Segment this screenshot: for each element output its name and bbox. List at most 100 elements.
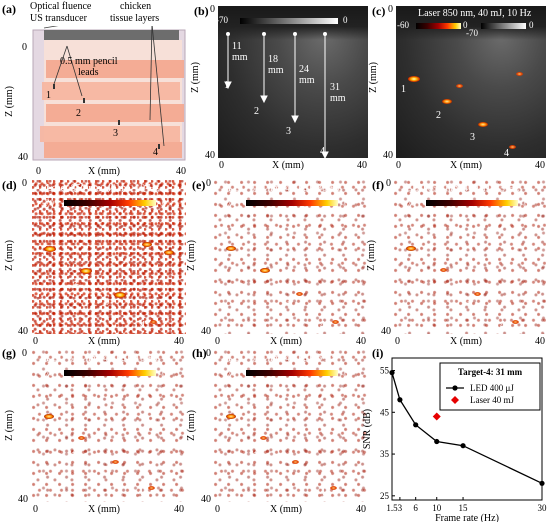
x-axis-label: X (mm) (450, 336, 482, 347)
y-tick-40: 40 (18, 326, 28, 337)
x-tick-0: 0 (395, 336, 400, 347)
target-spot-3 (478, 122, 488, 127)
y-tick-0: 0 (22, 42, 27, 53)
y-tick-label: 35 (380, 449, 390, 459)
data-point (434, 438, 440, 445)
x-tick-label: 10 (432, 503, 442, 513)
colorbar-max: 0 (524, 198, 529, 208)
panel-label: (g) (2, 346, 16, 360)
y-axis-label: Z (mm) (189, 62, 201, 93)
image-title: Laser 850 nm, 40 mJ, 10 Hz (418, 8, 532, 19)
colorbar-max: 0 (344, 198, 349, 208)
y-axis-label: Z (mm) (3, 240, 15, 271)
depth-unit-4: mm (330, 93, 346, 104)
y-tick-40: 40 (201, 494, 211, 505)
y-tick-40: 40 (201, 326, 211, 337)
y-tick-40: 40 (18, 152, 28, 163)
x-axis-label: X (mm) (272, 160, 304, 171)
target-spot-1 (44, 246, 56, 252)
panel-label: (i) (372, 346, 384, 360)
colorbar (64, 370, 156, 376)
x-tick-40: 40 (176, 166, 186, 177)
panel-label: (a) (2, 2, 16, 16)
image-title: LED 850 nm, 400 μJ, 10 Hz (46, 353, 160, 364)
colorbar-max: 0 (162, 198, 167, 208)
y-axis-label: Z (mm) (365, 240, 377, 271)
image-title: LED 850 nm, 400 μJ, 6 Hz (228, 353, 337, 364)
panel-label: (c) (372, 4, 386, 18)
phantom-schematic (32, 26, 186, 161)
legend-marker (451, 396, 459, 404)
colorbar-min: -70 (224, 198, 236, 208)
x-tick-0: 0 (215, 336, 220, 347)
target-3-label: 3 (104, 465, 109, 476)
depth-unit-3: mm (299, 75, 315, 86)
x-axis-label: Frame rate (Hz) (435, 513, 499, 522)
target-4-label: 4 (500, 320, 505, 331)
depth-label-3: 24 (299, 64, 309, 75)
colorbar-heat-min: -60 (397, 20, 409, 30)
x-tick-0: 0 (219, 160, 224, 171)
x-tick-label: 3 (398, 503, 403, 513)
colorbar-min: -70 (42, 198, 54, 208)
y-axis-label: Z (mm) (3, 410, 15, 441)
series-line (391, 372, 543, 484)
target-spot-2 (260, 268, 270, 273)
target-spot-3 (112, 460, 119, 464)
y-tick-0: 0 (206, 348, 211, 359)
y-tick-label: 45 (380, 407, 390, 417)
panel-label: (d) (2, 178, 17, 192)
target-spot-4 (148, 486, 155, 490)
target-2-label: 2 (74, 277, 79, 288)
y-tick-0: 0 (206, 178, 211, 189)
target-spot-2 (78, 436, 85, 440)
data-point (539, 480, 545, 486)
target-1-label: 1 (401, 84, 406, 95)
x-tick-0: 0 (36, 166, 41, 177)
y-axis-label: Z (mm) (3, 86, 15, 117)
target-1-label: 1 (222, 253, 227, 264)
colorbar-min: -70 (218, 15, 228, 25)
depth-label-2: 18 (268, 54, 278, 65)
colorbar (246, 200, 338, 206)
target-spot-4 (512, 320, 519, 324)
x-tick-label: 1.5 (386, 503, 398, 513)
target-2-label: 2 (434, 277, 439, 288)
target-3-label: 3 (286, 297, 291, 308)
target-2-label: 2 (254, 106, 259, 117)
target-3-label: 3 (470, 132, 475, 143)
skin-signal (142, 242, 152, 247)
x-tick-40: 40 (357, 160, 367, 171)
annotation-optical-fluence: Optical fluence (30, 1, 92, 12)
colorbar-max: 0 (343, 15, 348, 25)
pa-image: LED 850 nm, 400 μJ, 6 Hz -70 0 1 2 3 4 (214, 350, 368, 502)
x-tick-40: 40 (535, 160, 545, 171)
y-tick-40: 40 (18, 494, 28, 505)
y-tick-0: 0 (22, 178, 27, 189)
target-spot-3 (114, 292, 126, 298)
target-spot-1 (406, 246, 416, 251)
x-axis-label: X (mm) (88, 336, 120, 347)
x-tick-40: 40 (174, 504, 184, 515)
target-4-label: 4 (320, 146, 325, 157)
y-tick-label: 55 (380, 366, 390, 376)
target-2-label: 2 (254, 277, 259, 288)
pa-image: LED 850 nm, 400 μJ, 10 Hz -70 0 1 2 3 4 (32, 350, 186, 502)
target-spot-2 (260, 436, 267, 440)
x-tick-0: 0 (33, 504, 38, 515)
target-2-label: 2 (72, 445, 77, 456)
annotation-pencil: 0.5 mm pencil (60, 56, 118, 67)
depth-unit-2: mm (268, 65, 284, 76)
colorbar-gray-min: -70 (466, 28, 478, 38)
image-title: LED 850 nm, 400 μJ, 30 Hz (228, 183, 342, 194)
annotation-us-transducer: US transducer (30, 13, 87, 24)
target-4-label: 4 (320, 320, 325, 331)
colorbar-max: 0 (162, 368, 167, 378)
target-2-label: 2 (436, 110, 441, 121)
legend-marker (452, 385, 458, 391)
target-spot-1 (44, 414, 54, 419)
colorbar-gray-max: 0 (529, 20, 534, 30)
target-1-label: 1 (402, 253, 407, 264)
target-spot-2 (80, 268, 92, 274)
annotation-tissue-layers: tissue layers (110, 13, 160, 24)
